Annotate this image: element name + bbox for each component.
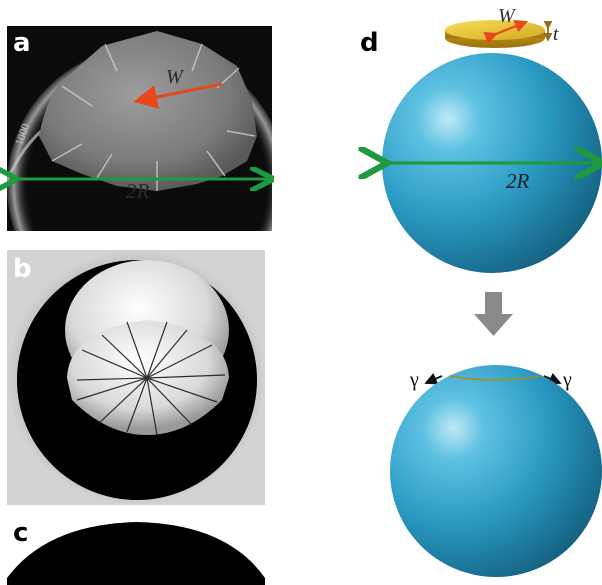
panel-a-image: 1000 xyxy=(7,26,272,231)
sphere-bottom xyxy=(390,365,602,577)
down-arrow xyxy=(474,292,513,336)
panel-d-schematic: W t 2R γ γ xyxy=(300,5,602,577)
tension-symbol-right: γ xyxy=(562,369,572,391)
panel-c-image xyxy=(7,522,265,585)
width-symbol-d: W xyxy=(498,5,517,27)
panel-d-label: d xyxy=(360,28,379,58)
diameter-symbol-a: 2R xyxy=(126,179,150,203)
panel-c-label: c xyxy=(13,518,29,548)
thickness-symbol: t xyxy=(553,24,559,45)
panel-a-label: a xyxy=(13,28,31,58)
tension-arrow-left xyxy=(424,372,443,385)
panel-b-photo xyxy=(7,250,265,505)
panel-a-overlay: W 2R xyxy=(0,66,300,203)
width-arrow-red-d xyxy=(483,19,529,45)
width-symbol-a: W xyxy=(166,66,185,88)
tension-arrow-right xyxy=(543,372,562,385)
panel-b-image xyxy=(7,250,265,505)
panel-a-photo: 1000 xyxy=(7,26,272,231)
diameter-symbol-d: 2R xyxy=(506,169,530,193)
tension-symbol-left: γ xyxy=(409,369,419,391)
panel-b-label: b xyxy=(13,254,32,284)
panel-c-photo xyxy=(7,516,265,585)
width-arrow-red xyxy=(133,82,223,109)
disk-top xyxy=(445,20,545,48)
